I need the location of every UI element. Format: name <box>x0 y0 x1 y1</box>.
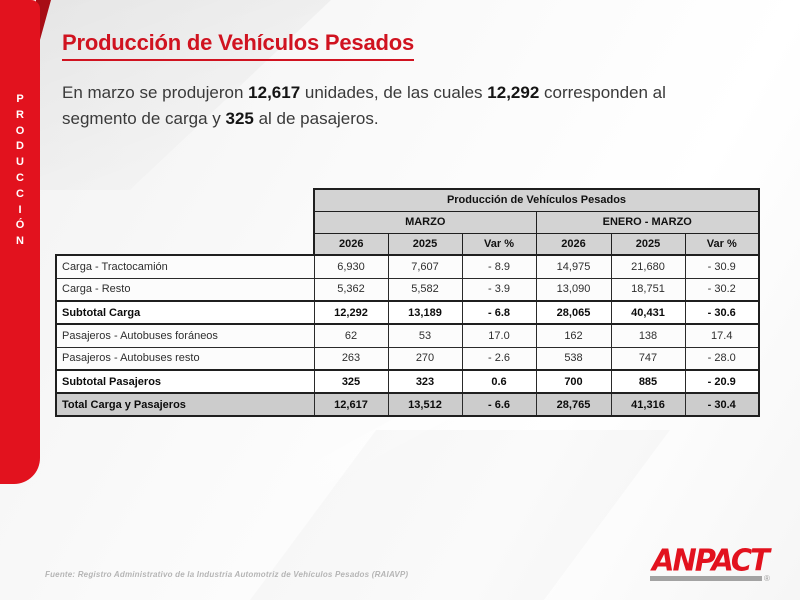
intro-text-segment: En marzo se produjeron <box>62 83 249 102</box>
cell-value: - 30.2 <box>684 277 760 302</box>
row-label: Total Carga y Pasajeros <box>55 392 315 417</box>
cell-value: 17.0 <box>461 323 537 348</box>
column-header: Var % <box>684 232 760 256</box>
cell-value: 0.6 <box>461 369 537 394</box>
sidebar-letter: O <box>15 124 25 137</box>
source-footnote: Fuente: Registro Administrativo de la In… <box>45 570 409 579</box>
cell-value: 53 <box>387 323 463 348</box>
cell-value: 162 <box>535 323 612 348</box>
sidebar-letter: U <box>16 156 24 169</box>
cell-value: 270 <box>387 346 463 371</box>
column-header: 2026 <box>313 232 389 256</box>
cell-value: - 30.6 <box>684 300 760 325</box>
cell-value: - 6.8 <box>461 300 537 325</box>
cell-value: 5,582 <box>387 277 463 302</box>
cell-value: 17.4 <box>684 323 760 348</box>
intro-highlight-number: 12,292 <box>487 83 540 102</box>
cell-value: - 20.9 <box>684 369 760 394</box>
cell-value: 41,316 <box>610 392 686 417</box>
column-header: 2025 <box>610 232 686 256</box>
sidebar-letter: N <box>16 235 24 248</box>
period-header-row: MARZO ENERO - MARZO <box>313 210 760 234</box>
cell-value: 323 <box>387 369 463 394</box>
cell-value: 12,617 <box>313 392 389 417</box>
intro-text: En marzo se produjeron 12,617 unidades, … <box>62 80 724 133</box>
sidebar-letter: D <box>16 140 24 153</box>
year-header-row: 2026 2025 Var % 2026 2025 Var % <box>313 232 760 256</box>
cell-value: 13,512 <box>387 392 463 417</box>
cell-value: 28,065 <box>535 300 612 325</box>
table-header: Producción de Vehículos Pesados MARZO EN… <box>313 188 760 256</box>
cell-value: 62 <box>313 323 389 348</box>
cell-value: 138 <box>610 323 686 348</box>
sidebar-letter: R <box>16 108 24 121</box>
table-row: Subtotal Pasajeros 325 323 0.6 700 885- 20.9 <box>55 369 760 394</box>
row-label: Pasajeros - Autobuses resto <box>55 346 315 371</box>
cell-value: - 30.9 <box>684 254 760 279</box>
table-row: Carga - Tractocamión 6,930 7,607- 8.9 14,97… <box>55 254 760 279</box>
cell-value: 538 <box>535 346 612 371</box>
table-row: Carga - Resto 5,362 5,582- 3.9 13,090 18,751… <box>55 277 760 302</box>
cell-value: 21,680 <box>610 254 686 279</box>
intro-text-segment: corresponden al segmento de carga y <box>62 83 666 129</box>
table-row: Pasajeros - Autobuses foráneos 62 53 17.0 16… <box>55 323 760 348</box>
table-row: Subtotal Carga 12,292 13,189- 6.8 28,065 40,… <box>55 300 760 325</box>
row-label: Pasajeros - Autobuses foráneos <box>55 323 315 348</box>
cell-value: 28,765 <box>535 392 612 417</box>
sidebar-letter: I <box>18 203 22 216</box>
cell-value: - 28.0 <box>684 346 760 371</box>
cell-value: 14,975 <box>535 254 612 279</box>
cell-value: 700 <box>535 369 612 394</box>
cell-value: 6,930 <box>313 254 389 279</box>
table-title: Producción de Vehículos Pesados <box>313 188 760 212</box>
cell-value: - 3.9 <box>461 277 537 302</box>
row-label: Carga - Tractocamión <box>55 254 315 279</box>
cell-value: 12,292 <box>313 300 389 325</box>
period-header-enero-marzo: ENERO - MARZO <box>535 210 760 234</box>
cell-value: - 8.9 <box>461 254 537 279</box>
intro-text-segment: al de pasajeros. <box>253 109 379 129</box>
registered-trademark-symbol: ® <box>764 574 770 583</box>
anpact-logo-text: ANPACT <box>652 542 770 578</box>
cell-value: 263 <box>313 346 389 371</box>
cell-value: 18,751 <box>610 277 686 302</box>
cell-value: 13,189 <box>387 300 463 325</box>
sidebar-letter: C <box>16 171 24 184</box>
page-title: Producción de Vehículos Pesados <box>62 30 414 61</box>
cell-value: 40,431 <box>610 300 686 325</box>
anpact-logo-underline <box>650 576 762 581</box>
sidebar-letter: P <box>16 93 24 105</box>
row-label: Subtotal Pasajeros <box>55 369 315 394</box>
sidebar-letter: Ó <box>15 219 25 232</box>
cell-value: 747 <box>610 346 686 371</box>
production-table: Carga - Tractocamión 6,930 7,607- 8.9 14,97… <box>55 254 760 417</box>
cell-value: - 30.4 <box>684 392 760 417</box>
intro-highlight-number: 12,617 <box>248 83 301 102</box>
cell-value: - 6.6 <box>461 392 537 417</box>
period-header-marzo: MARZO <box>313 210 537 234</box>
cell-value: - 2.6 <box>461 346 537 371</box>
cell-value: 13,090 <box>535 277 612 302</box>
cell-value: 5,362 <box>313 277 389 302</box>
table-row: Pasajeros - Autobuses resto 263 270- 2.6 53… <box>55 346 760 371</box>
row-label: Carga - Resto <box>55 277 315 302</box>
column-header: 2025 <box>387 232 463 256</box>
table-row: Total Carga y Pasajeros 12,617 13,512- 6.6… <box>55 392 760 417</box>
row-label: Subtotal Carga <box>55 300 315 325</box>
anpact-logo: ANPACT ® <box>645 542 775 589</box>
intro-text-segment: unidades, de las cuales <box>300 83 488 102</box>
column-header: 2026 <box>535 232 612 256</box>
sidebar-letter: C <box>16 187 24 200</box>
column-header: Var % <box>461 232 537 256</box>
intro-highlight-number: 325 <box>225 109 254 129</box>
cell-value: 7,607 <box>387 254 463 279</box>
cell-value: 885 <box>610 369 686 394</box>
cell-value: 325 <box>313 369 389 394</box>
